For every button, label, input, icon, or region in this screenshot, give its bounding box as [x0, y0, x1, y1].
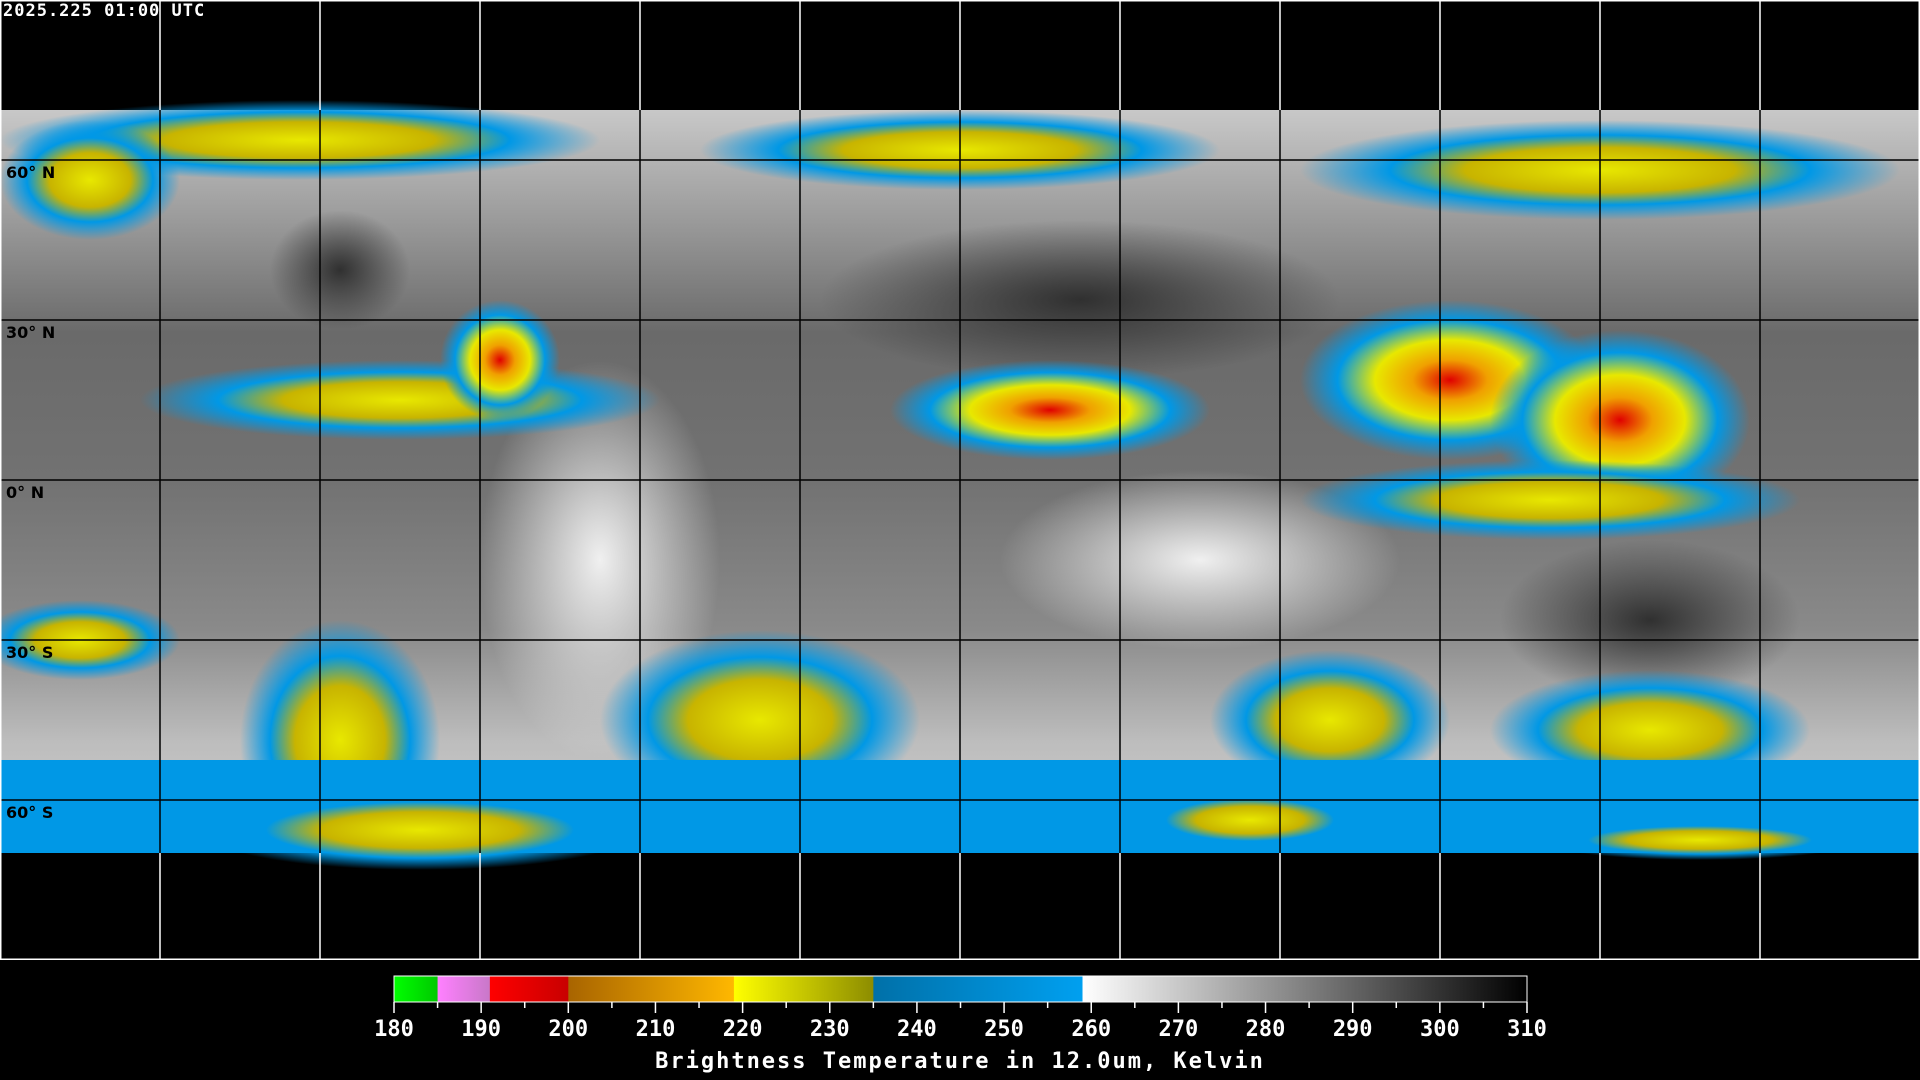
- colorbar-tick-label: 290: [1333, 1017, 1373, 1042]
- colorbar-segment: [437, 976, 491, 1002]
- colorbar-tick-label: 280: [1246, 1017, 1286, 1042]
- colorbar-tick-label: 180: [374, 1017, 414, 1042]
- satellite-brightness-temperature-map: [0, 0, 1920, 960]
- lat-label-0n: 0° N: [6, 483, 45, 502]
- colorbar-tick-label: 240: [897, 1017, 937, 1042]
- lat-label-30n: 30° N: [6, 323, 56, 342]
- colorbar: 180 190 200 210 220 230 240 250 260 270 280 290 300 3…: [374, 975, 1547, 1042]
- map-border: [0, 0, 1920, 960]
- colorbar-segment: [1082, 976, 1528, 1002]
- colorbar-segment: [873, 976, 1084, 1002]
- colorbar-segment: [489, 976, 569, 1002]
- colorbar-tick-label: 260: [1071, 1017, 1111, 1042]
- colorbar-tick-label: 250: [984, 1017, 1024, 1042]
- colorbar-tick-label: 230: [810, 1017, 850, 1042]
- colorbar-tick-label: 310: [1507, 1017, 1547, 1042]
- colorbar-tick-label: 190: [461, 1017, 501, 1042]
- colorbar-segment: [733, 976, 874, 1002]
- colorbar-tick-label: 220: [723, 1017, 763, 1042]
- lat-label-30s: 30° S: [6, 643, 54, 662]
- colorbar-title: Brightness Temperature in 12.0um, Kelvin: [655, 1049, 1265, 1074]
- colorbar-tick-label: 270: [1159, 1017, 1199, 1042]
- lat-label-60n: 60° N: [6, 163, 56, 182]
- lat-lon-grid: [0, 0, 1920, 960]
- colorbar-tick-label: 200: [548, 1017, 588, 1042]
- colorbar-segment: [394, 976, 439, 1002]
- timestamp-label: 2025.225 01:00 UTC: [3, 1, 206, 21]
- colorbar-tick-label: 210: [636, 1017, 676, 1042]
- colorbar-tick-label: 300: [1420, 1017, 1460, 1042]
- lat-label-60s: 60° S: [6, 803, 54, 822]
- colorbar-segment: [568, 976, 735, 1002]
